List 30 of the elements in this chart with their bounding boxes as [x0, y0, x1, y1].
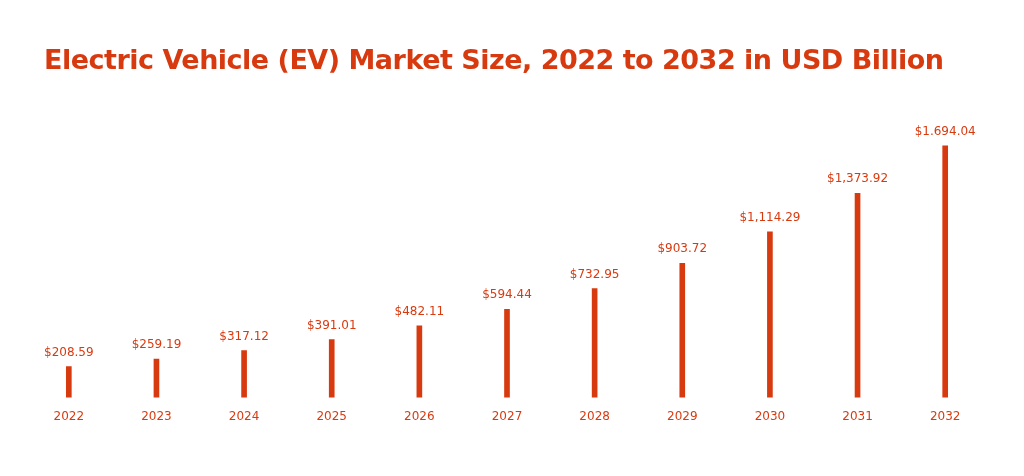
data-label: $317.12: [219, 328, 269, 343]
chart-title: Electric Vehicle (EV) Market Size, 2022 to 2032 in USD Billion: [44, 44, 944, 75]
x-tick-label: 2032: [929, 408, 961, 423]
x-tick-label: 2025: [316, 408, 347, 423]
bar: [65, 366, 72, 398]
bar: [241, 350, 247, 398]
data-label: $482.11: [394, 304, 445, 319]
x-tick-label: 2023: [141, 408, 172, 423]
data-label: $259.19: [131, 337, 182, 352]
x-tick-label: 2022: [53, 408, 85, 423]
data-label: $594.44: [482, 287, 532, 302]
x-tick-label: 2027: [491, 408, 523, 423]
data-label: $903.72: [657, 241, 708, 256]
x-tick-label: 2026: [404, 408, 435, 423]
x-tick-label: 2024: [228, 408, 260, 423]
bar: [504, 308, 510, 398]
data-label: $208.59: [44, 344, 94, 359]
data-label: $1.694.04: [914, 123, 976, 138]
x-tick-label: 2031: [842, 408, 873, 423]
bar: [942, 145, 949, 398]
x-tick-label: 2030: [754, 408, 786, 423]
x-tick-label: 2029: [667, 408, 698, 423]
bar: [767, 231, 773, 398]
data-label: $732.95: [569, 266, 620, 281]
data-label: $1,114.29: [739, 210, 801, 225]
bar: [328, 339, 335, 398]
x-tick-label: 2028: [579, 408, 610, 423]
data-label: $391.01: [306, 317, 357, 332]
data-label: $1,373.92: [827, 171, 889, 186]
bar: [679, 262, 686, 398]
